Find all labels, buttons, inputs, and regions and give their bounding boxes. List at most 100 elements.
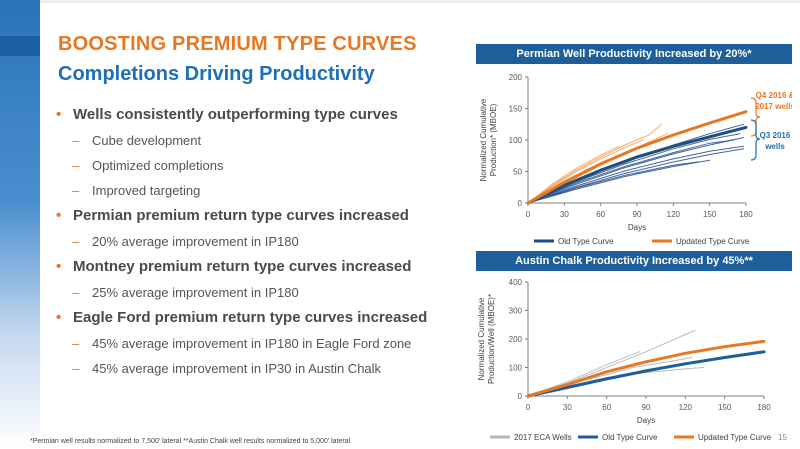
bullet-text: Eagle Ford premium return type curves in… [73,309,428,326]
dash-marker: – [72,234,80,249]
permian-productivity-chart: 0 30 60 90 120 150 180 0 50 100 150 200 Days Normaliz… [479,73,792,246]
annotation-line: Q4 2016 & [756,91,792,100]
austin-chalk-productivity-chart: 0 30 60 90 120 150 180 0 100 200 300 400 Days Normali… [477,278,772,442]
x-tick-label: 150 [703,210,717,219]
bullet-item: • Montney premium return type curves incr… [56,254,456,280]
top-rule [40,0,800,3]
old-type-curve-line [526,125,748,205]
y-tick-label: 200 [509,335,523,344]
bullet-text: Montney premium return type curves incre… [73,258,412,275]
sub-bullet-item: –20% average improvement in IP180 [56,229,456,254]
page-number: 15 [778,433,787,442]
y-tick-label: 200 [509,73,523,82]
x-tick-label: 60 [596,210,605,219]
bullet-item: • Eagle Ford premium return type curves i… [56,305,456,331]
y-tick-label: 0 [518,199,523,208]
bullet-marker: • [56,309,62,326]
old-type-curve-line [526,350,766,398]
annotation-line: 2017 wells [755,102,792,111]
bullet-marker: • [56,106,62,123]
well-curve-line [527,159,711,204]
y-axis-title-line: Production/Well (MBOE)* [487,294,496,384]
bullet-item: • Permian premium return type curves incr… [56,203,456,229]
slide-subtitle: Completions Driving Productivity [58,63,375,85]
x-tick-label: 120 [667,210,681,219]
x-axis-title: Days [628,223,646,232]
well-curve-line [527,145,745,204]
slide-title: BOOSTING PREMIUM TYPE CURVES [58,33,417,55]
bullet-marker: • [56,258,62,275]
legend-label: 2017 ECA Wells [514,433,572,442]
y-tick-label: 100 [509,364,523,373]
y-tick-label: 300 [509,307,523,316]
y-axis-title-line: Normalized Cumulative [479,98,488,181]
permian-chart-title: Permian Well Productivity Increased by 2… [476,44,792,64]
annotation-line: Q3 2016 [760,131,791,140]
x-tick-label: 90 [633,210,642,219]
annotation-q3-2016-wells: Q3 2016 wells [760,131,791,151]
dash-marker: – [72,361,80,376]
bullet-text: 45% average improvement in IP30 in Austi… [92,361,382,376]
dash-marker: – [72,285,80,300]
x-tick-label: 0 [526,210,531,219]
x-tick-label: 120 [679,403,693,412]
x-tick-label: 180 [739,210,753,219]
well-curve-line [527,145,620,204]
bullet-text: Improved targeting [92,183,201,198]
x-tick-label: 30 [563,403,572,412]
y-axis-title: Normalized CumulativeProduction* (MBOE) [479,98,498,181]
well-curve-line [527,351,640,397]
well-curve-line [527,139,735,204]
dash-marker: – [72,133,80,148]
x-axis-title: Days [637,416,655,425]
x-tick-label: 30 [560,210,569,219]
x-tick-label: 0 [526,403,531,412]
dash-marker: – [72,183,80,198]
bullet-text: 45% average improvement in IP180 in Eagl… [92,336,412,351]
dash-marker: – [72,158,80,173]
legend-label: Updated Type Curve [698,433,772,442]
legend-label: Old Type Curve [558,237,614,246]
austin-chalk-chart-title: Austin Chalk Productivity Increased by 4… [476,251,792,271]
bullet-item: • Wells consistently outperforming type c… [56,102,456,128]
bullet-list: • Wells consistently outperforming type c… [56,102,456,381]
bullet-text: Cube development [92,133,202,148]
sub-bullet-item: –45% average improvement in IP180 in Eag… [56,331,456,356]
updated-type-curve-line [526,110,748,205]
well-curve-line [527,137,745,204]
y-axis-title-line: Production* (MBOE) [489,103,498,176]
left-accent-bar [0,0,40,449]
y-tick-label: 100 [509,136,523,145]
updated-type-curve-line [526,339,766,398]
bullet-marker: • [56,207,62,224]
legend-label: Old Type Curve [602,433,658,442]
bullet-text: Permian premium return type curves incre… [73,207,409,224]
annotation-q4-2016-2017-wells: Q4 2016 & 2017 wells [755,91,792,111]
y-tick-label: 400 [509,278,523,287]
footnote: *Permian well results normalized to 7,50… [30,438,351,445]
sub-bullet-item: – Optimized completions [56,153,456,178]
legend-label: Updated Type Curve [676,237,750,246]
bullet-text: 20% average improvement in IP180 [92,234,299,249]
y-axis-title-line: Normalized Cumulative [477,297,486,380]
y-tick-label: 50 [513,168,522,177]
well-curve-line [527,123,662,204]
x-tick-label: 150 [718,403,732,412]
y-tick-label: 150 [509,105,523,114]
y-axis-title: Normalized CumulativeProduction/Well (MB… [477,294,496,384]
x-tick-label: 90 [642,403,651,412]
y-tick-label: 0 [518,392,523,401]
annotation-line: wells [764,142,785,151]
navy-brace [750,119,761,161]
well-curve-line [527,161,699,204]
accent-block [0,36,40,56]
bullet-text: Wells consistently outperforming type cu… [73,106,398,123]
bullet-text: Optimized completions [92,158,224,173]
sub-bullet-item: – Cube development [56,128,456,153]
x-tick-label: 180 [757,403,771,412]
sub-bullet-item: –25% average improvement in IP180 [56,280,456,305]
sub-bullet-item: – Improved targeting [56,178,456,203]
bullet-text: 25% average improvement in IP180 [92,285,299,300]
sub-bullet-item: –45% average improvement in IP30 in Aust… [56,356,456,381]
well-curve-line [527,139,644,204]
